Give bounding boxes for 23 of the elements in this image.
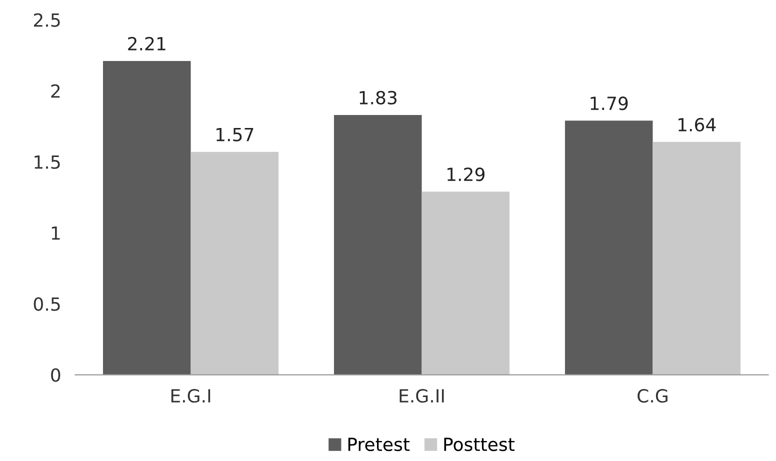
bar <box>652 142 741 375</box>
y-tick-label: 1.5 <box>34 156 60 169</box>
bar <box>334 114 422 375</box>
data-label: 1.29 <box>448 168 484 182</box>
y-tick-label: 1 <box>52 226 60 240</box>
x-tick-label: E.G.I <box>171 389 210 403</box>
bar <box>564 120 653 375</box>
data-label: 2.21 <box>128 36 166 50</box>
bar <box>190 152 279 375</box>
data-label: 1.79 <box>590 96 628 110</box>
legend-label: Posttest <box>444 438 515 452</box>
y-tick-label: 2.5 <box>34 13 60 27</box>
data-label: 1.83 <box>360 90 397 105</box>
y-tick-label: 2 <box>51 84 60 98</box>
x-tick-label: E.G.II <box>400 389 444 403</box>
bar <box>422 192 510 375</box>
y-tick-label: 0 <box>51 368 60 382</box>
legend-label: Pretest <box>348 438 410 452</box>
data-label: 1.64 <box>678 118 716 132</box>
x-tick-label: C.G <box>638 389 668 403</box>
y-tick-label: 0.5 <box>34 297 60 311</box>
data-label: 1.57 <box>216 128 254 142</box>
bar <box>102 61 191 375</box>
